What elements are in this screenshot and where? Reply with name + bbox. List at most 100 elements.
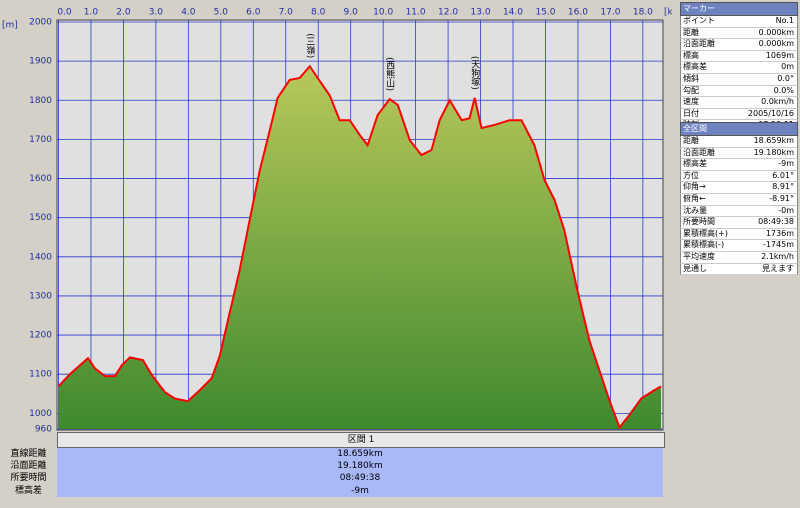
panel-row: 距離 18.659km: [680, 136, 798, 148]
y-tick-label: 1100: [29, 370, 52, 380]
row-value: 08:49:38: [57, 472, 663, 485]
row-value: -8.91°: [769, 193, 794, 203]
x-tick-label: 5.0: [214, 8, 229, 18]
row-value: 6.01°: [772, 170, 794, 180]
row-label: 俯角←: [683, 193, 706, 203]
total-panel: 全区間 距離 18.659km 沿面距離 19.180km 標高差 -9m 方位 6.01° 仰角…: [680, 122, 798, 276]
panel-row: 勾配 0.0%: [680, 85, 798, 98]
row-label: 速度: [683, 97, 699, 107]
y-tick-label: 1300: [29, 291, 52, 301]
row-value: 見えます: [762, 263, 794, 273]
y-tick-label: 1700: [29, 135, 52, 145]
row-value: 0.000km: [758, 27, 794, 37]
row-label: 所要時間: [683, 217, 715, 227]
peak-annotation: (三嶺): [304, 33, 315, 58]
row-label: 累積標高(-): [683, 240, 725, 250]
y-tick-label: 1900: [29, 57, 52, 67]
row-value: 1736m: [765, 228, 794, 238]
panel-row: 累積標高(+) 1736m: [680, 228, 798, 241]
row-value: 0.0km/h: [761, 97, 794, 107]
row-value: 1069m: [765, 50, 794, 60]
row-value: 18.659km: [57, 448, 663, 461]
panel-row: 標高 1069m: [680, 50, 798, 63]
panel-row: 沿面距離 19.180km: [680, 147, 798, 160]
x-tick-label: 6.0: [246, 8, 261, 18]
row-value: 2005/10/16: [747, 108, 794, 118]
x-tick-label: 0.0: [57, 8, 72, 18]
row-value: 19.180km: [753, 147, 794, 157]
peak-annotation: (天狗塚): [469, 56, 480, 90]
y-tick-label: 2000: [29, 18, 52, 28]
x-tick-label: 7.0: [279, 8, 294, 18]
x-tick-label: 14.0: [503, 8, 523, 18]
elevation-chart: [m] [km] 960 1000 1100 1200 1300 1400 1500 1600…: [2, 8, 672, 433]
x-tick-label: 8.0: [311, 8, 326, 18]
x-unit: [km]: [664, 8, 672, 18]
panel-title: マーカー: [680, 2, 798, 16]
x-tick-label: 11.0: [406, 8, 426, 18]
row-label: 距離: [683, 27, 699, 37]
x-tick-label: 17.0: [600, 8, 620, 18]
row-label: 標高差: [14, 485, 42, 496]
y-unit: [m]: [2, 21, 18, 31]
x-tick-label: 3.0: [149, 8, 164, 18]
row-label: 傾斜: [683, 73, 699, 83]
x-tick-label: 12.0: [438, 8, 458, 18]
panel-row: 日付 2005/10/16: [680, 108, 798, 121]
panel-title: 全区間: [680, 122, 798, 136]
row-value: No.1: [775, 16, 794, 25]
panel-row: 見通し 見えます: [680, 263, 798, 276]
row-label: 方位: [683, 170, 699, 180]
panel-row: 標高差 -9m: [680, 159, 798, 171]
row-label: 所要時間: [10, 473, 47, 484]
y-tick-label: 1500: [29, 213, 52, 223]
x-tick-label: 2.0: [116, 8, 131, 18]
y-tick-label: 1400: [29, 252, 52, 262]
profile-line: [57, 64, 662, 430]
panel-row: ポイント No.1: [680, 16, 798, 28]
row-label: 沿面距離: [683, 147, 715, 157]
panel-row: 標高差 0m: [680, 62, 798, 74]
panel-row: 方位 6.01°: [680, 170, 798, 183]
row-label: 仰角→: [683, 182, 706, 192]
row-value: -1745m: [762, 240, 794, 250]
panel-row: 沈み量 -0m: [680, 205, 798, 218]
panel-row: 俯角← -8.91°: [680, 193, 798, 206]
panel-row: 距離 0.000km: [680, 27, 798, 40]
row-value: -9m: [778, 159, 794, 169]
y-tick-label: 960: [35, 425, 52, 433]
row-label: 勾配: [683, 85, 699, 95]
row-value: 19.180km: [57, 460, 663, 473]
y-tick-label: 1200: [29, 331, 52, 341]
row-label: 標高: [683, 50, 699, 60]
panel-row: 速度 0.0km/h: [680, 97, 798, 109]
row-value: -9m: [57, 484, 663, 497]
row-label: 沿面距離: [10, 461, 47, 472]
row-label: 累積標高(+): [683, 228, 728, 238]
x-tick-label: 15.0: [535, 8, 555, 18]
row-label: 沿面距離: [683, 39, 715, 49]
section-row: 所要時間 08:49:38: [0, 472, 663, 485]
row-label: 標高差: [683, 159, 707, 169]
x-tick-label: 13.0: [471, 8, 491, 18]
row-value: 2.1km/h: [761, 251, 794, 261]
y-tick-label: 1800: [29, 96, 52, 106]
panel-row: 沿面距離 0.000km: [680, 39, 798, 51]
row-label: 見通し: [683, 263, 707, 273]
row-value: 0.000km: [758, 39, 794, 49]
panel-row: 平均速度 2.1km/h: [680, 251, 798, 264]
row-value: 0.0°: [777, 73, 794, 83]
x-tick-label: 4.0: [181, 8, 196, 18]
row-label: ポイント: [683, 16, 715, 25]
peak-annotation: (西熊山): [384, 57, 395, 91]
section-row: 沿面距離 19.180km: [0, 460, 663, 473]
panel-row: 仰角→ 8.91°: [680, 182, 798, 194]
area-fill: [58, 66, 662, 430]
row-label: 日付: [683, 108, 699, 118]
panel-row: 累積標高(-) -1745m: [680, 240, 798, 252]
x-tick-label: 9.0: [344, 8, 359, 18]
row-label: 距離: [683, 136, 699, 145]
panel-row: 傾斜 0.0°: [680, 73, 798, 86]
marker-panel: マーカー ポイント No.1 距離 0.000km 沿面距離 0.000km 標高 1069m 標…: [680, 2, 798, 132]
